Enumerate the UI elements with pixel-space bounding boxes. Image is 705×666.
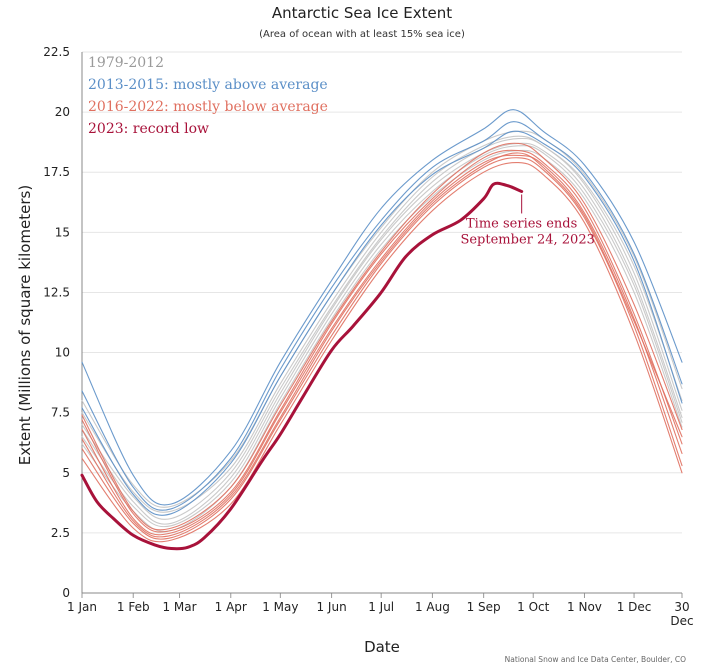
y-tick-label: 20 xyxy=(55,105,70,119)
series-line xyxy=(81,149,683,533)
series-line xyxy=(81,137,683,520)
x-tick-label: 1 May xyxy=(262,600,298,614)
y-tick-label: 22.5 xyxy=(43,45,70,59)
x-tick-label: 1 Apr xyxy=(215,600,247,614)
x-tick-label: 1 Feb xyxy=(117,600,150,614)
chart-title: Antarctic Sea Ice Extent xyxy=(272,4,452,22)
y-axis-ticks: 0 2.5 5 7.5 10 12.5 15 17.5 20 22.5 xyxy=(43,45,70,600)
y-axis-label: Extent (Millions of square kilometers) xyxy=(16,185,34,465)
series-line xyxy=(81,142,683,525)
x-tick-label: 1 Sep xyxy=(467,600,501,614)
annotation-line-2: September 24, 2023 xyxy=(460,232,594,247)
series-line xyxy=(81,142,683,531)
legend: 1979-2012 2013-2015: mostly above average… xyxy=(88,55,328,137)
series-line xyxy=(81,145,683,528)
x-tick-label: 30 xyxy=(674,600,689,614)
legend-entry: 2013-2015: mostly above average xyxy=(88,77,328,93)
series-line xyxy=(81,162,683,543)
series-line xyxy=(81,130,683,516)
series-line xyxy=(81,121,683,511)
series-line xyxy=(81,154,683,536)
y-tick-label: 2.5 xyxy=(51,526,70,540)
x-tick-label: 1 Nov xyxy=(567,600,602,614)
annotation-line-1: Time series ends xyxy=(466,216,577,231)
x-tick-label: 1 Oct xyxy=(517,600,549,614)
chart-subtitle: (Area of ocean with at least 15% sea ice… xyxy=(259,29,465,40)
legend-entry: 2016-2022: mostly below average xyxy=(88,99,328,115)
x-axis-ticks: 1 Jan 1 Feb 1 Mar 1 Apr 1 May 1 Jun 1 Jul 1 Aug… xyxy=(67,593,694,628)
x-axis-label: Date xyxy=(364,638,400,656)
series-line xyxy=(81,109,683,506)
series-line-2023 xyxy=(80,181,524,551)
series-line xyxy=(81,130,683,508)
series-line xyxy=(81,152,683,538)
y-tick-label: 15 xyxy=(55,225,70,239)
y-tick-label: 0 xyxy=(62,586,70,600)
series-lines xyxy=(80,109,683,551)
series-line xyxy=(81,135,683,513)
legend-entry: 1979-2012 xyxy=(88,55,164,71)
credit-text: National Snow and Ice Data Center, Bould… xyxy=(505,655,686,664)
x-tick-label-line2: Dec xyxy=(670,614,693,628)
y-tick-label: 5 xyxy=(62,466,70,480)
x-tick-label: 1 Aug xyxy=(415,600,450,614)
x-tick-label: 1 Jan xyxy=(67,600,97,614)
x-tick-label: 1 Dec xyxy=(617,600,652,614)
x-tick-label: 1 Jul xyxy=(368,600,394,614)
y-tick-label: 10 xyxy=(55,346,70,360)
y-tick-label: 12.5 xyxy=(43,285,70,299)
legend-entry: 2023: record low xyxy=(88,121,209,137)
x-tick-label: 1 Jun xyxy=(316,600,346,614)
x-tick-label: 1 Mar xyxy=(162,600,196,614)
series-line xyxy=(81,157,683,540)
y-tick-label: 17.5 xyxy=(43,165,70,179)
y-tick-label: 7.5 xyxy=(51,406,70,420)
